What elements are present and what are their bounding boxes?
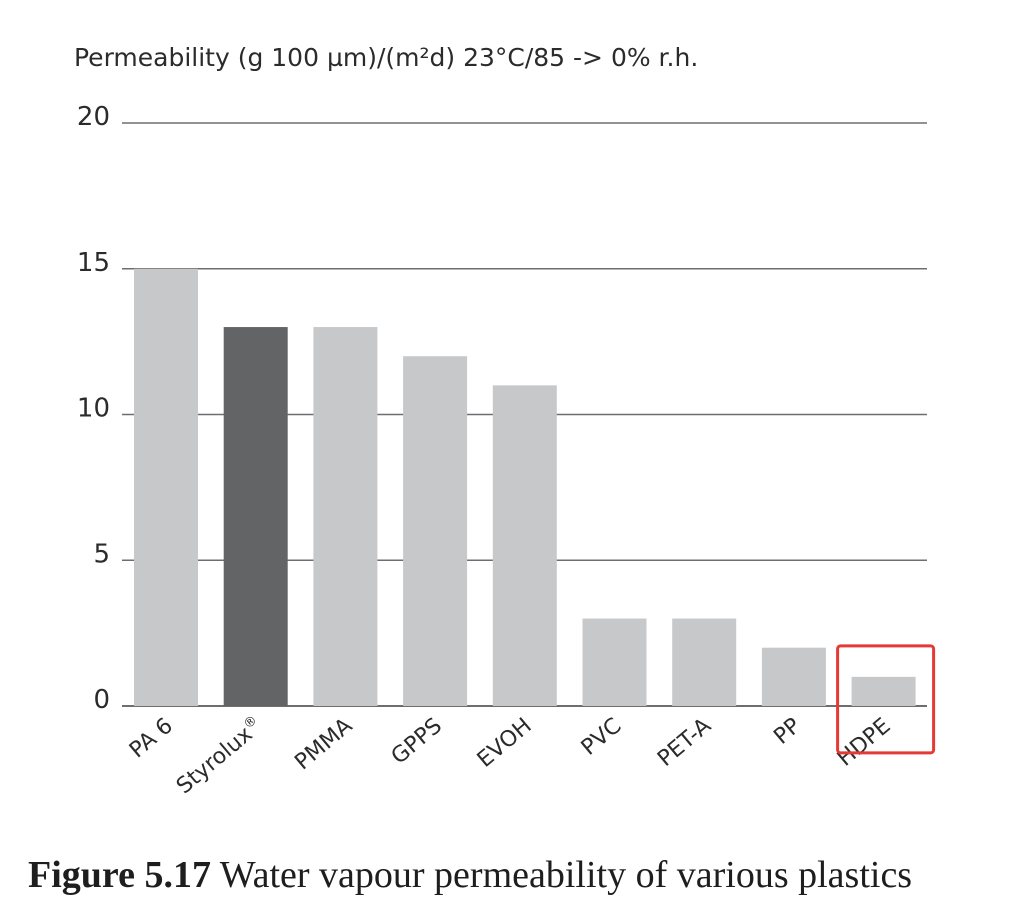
figure-caption: Figure 5.17 Water vapour permeability of… <box>28 853 912 897</box>
bar-pvc <box>582 618 647 706</box>
x-category-label: PMMA <box>290 713 357 775</box>
figure-number: Figure 5.17 <box>28 854 211 896</box>
highlight-box <box>836 644 936 755</box>
y-tick-label: 20 <box>77 102 110 132</box>
bar-pmma <box>313 327 378 706</box>
y-tick-label: 15 <box>77 248 110 278</box>
y-tick-label: 5 <box>93 539 110 569</box>
annotations <box>836 644 936 755</box>
figure-caption-text: Water vapour permeability of various pla… <box>210 854 913 896</box>
bar-hdpe <box>851 676 916 706</box>
bar-pet-a <box>672 618 737 706</box>
bar-gpps <box>403 356 468 706</box>
x-category-label: PA 6 <box>125 713 178 763</box>
x-category-label: Styrolux® <box>171 713 267 800</box>
y-axis-title: Permeability (g 100 µm)/(m²d) 23°C/85 ->… <box>74 43 698 72</box>
bar-evoh <box>492 385 557 706</box>
y-axis-ticks: 0 5 10 15 20 <box>77 102 110 715</box>
bar-styrolux <box>223 327 288 706</box>
x-category-label: PVC <box>577 713 627 760</box>
bar-pa-6 <box>134 268 198 706</box>
x-category-label: PET-A <box>653 713 716 771</box>
x-category-label: GPPS <box>387 713 447 769</box>
bars <box>134 268 916 706</box>
y-tick-label: 10 <box>77 394 110 424</box>
x-category-label: EVOH <box>473 713 537 772</box>
bar-pp <box>761 647 826 706</box>
x-category-label: PP <box>769 713 805 749</box>
x-category-label: HDPE <box>833 713 896 771</box>
y-tick-label: 0 <box>93 685 110 715</box>
bar-chart: Permeability (g 100 µm)/(m²d) 23°C/85 ->… <box>74 43 936 800</box>
